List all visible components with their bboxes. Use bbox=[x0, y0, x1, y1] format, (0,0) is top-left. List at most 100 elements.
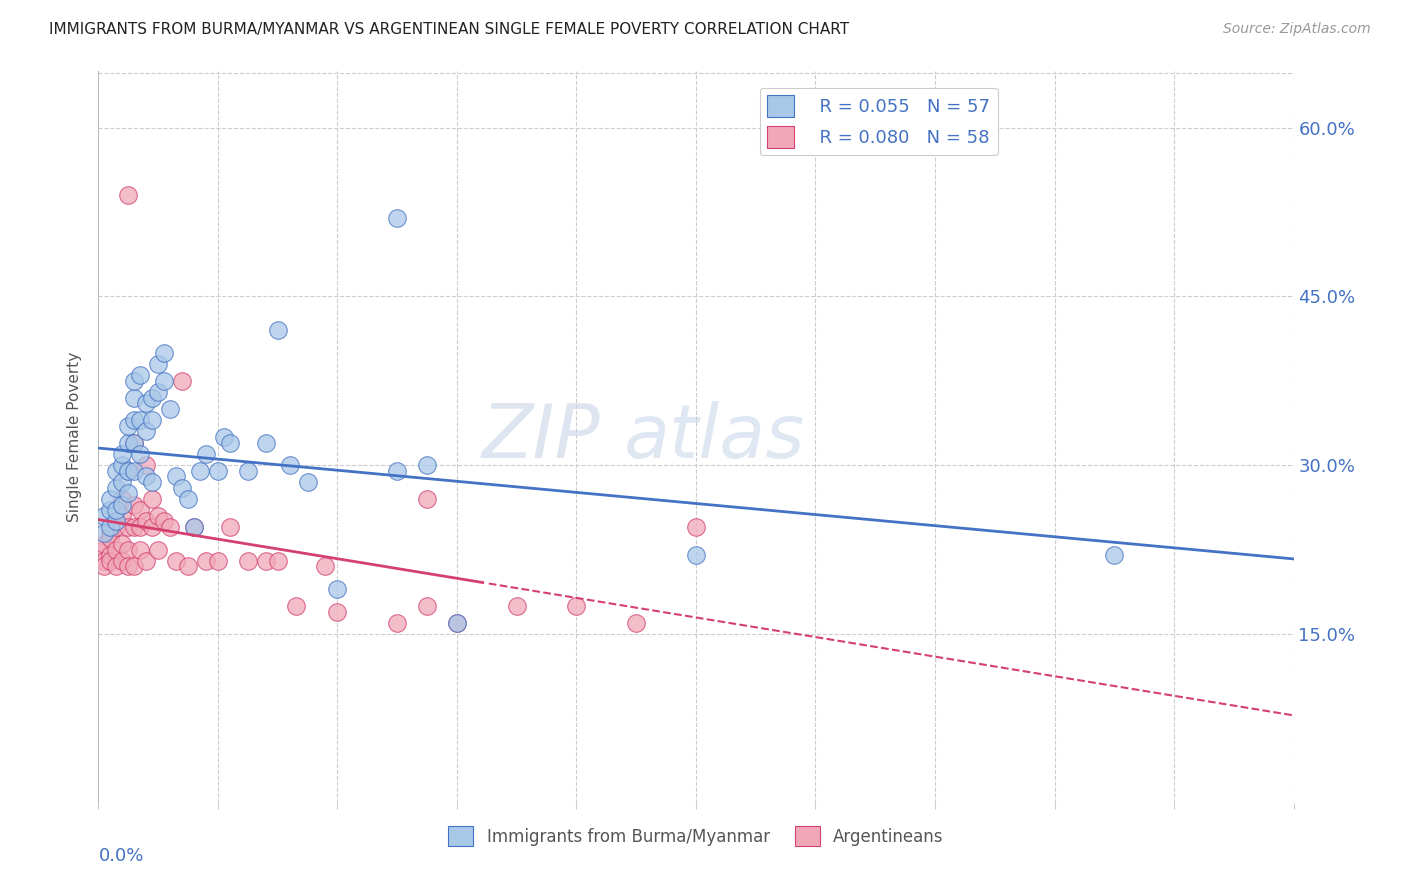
Point bbox=[117, 435, 139, 450]
Point bbox=[159, 520, 181, 534]
Point bbox=[105, 464, 128, 478]
Point bbox=[117, 464, 139, 478]
Point bbox=[124, 498, 146, 512]
Point bbox=[416, 491, 439, 506]
Point bbox=[98, 491, 122, 506]
Point bbox=[385, 615, 409, 630]
Point bbox=[385, 464, 409, 478]
Point bbox=[685, 520, 707, 534]
Point bbox=[148, 542, 170, 557]
Text: ZIP: ZIP bbox=[482, 401, 600, 473]
Point bbox=[267, 554, 290, 568]
Point bbox=[183, 520, 205, 534]
Point bbox=[111, 508, 134, 523]
Point bbox=[135, 396, 157, 410]
Point bbox=[416, 458, 439, 473]
Point bbox=[124, 391, 146, 405]
Point bbox=[124, 559, 146, 574]
Point bbox=[98, 554, 122, 568]
Point bbox=[267, 323, 290, 337]
Point bbox=[98, 520, 122, 534]
Point bbox=[124, 520, 146, 534]
Text: atlas: atlas bbox=[624, 401, 806, 473]
Point bbox=[135, 515, 157, 529]
Point bbox=[117, 542, 139, 557]
Point bbox=[385, 211, 409, 225]
Point bbox=[124, 413, 146, 427]
Point bbox=[129, 368, 152, 383]
Point bbox=[111, 537, 134, 551]
Point bbox=[326, 605, 349, 619]
Text: Source: ZipAtlas.com: Source: ZipAtlas.com bbox=[1223, 22, 1371, 37]
Point bbox=[153, 515, 176, 529]
Point bbox=[93, 554, 115, 568]
Point bbox=[141, 475, 163, 489]
Point bbox=[135, 554, 157, 568]
Point bbox=[626, 615, 648, 630]
Point bbox=[111, 475, 134, 489]
Point bbox=[148, 508, 170, 523]
Point bbox=[111, 491, 134, 506]
Point bbox=[105, 542, 128, 557]
Point bbox=[129, 447, 152, 461]
Point bbox=[254, 554, 277, 568]
Point bbox=[195, 447, 218, 461]
Point bbox=[105, 503, 128, 517]
Point bbox=[93, 508, 115, 523]
Point bbox=[1104, 548, 1126, 562]
Point bbox=[93, 559, 115, 574]
Point bbox=[105, 559, 128, 574]
Point bbox=[93, 537, 115, 551]
Point bbox=[105, 481, 128, 495]
Point bbox=[129, 542, 152, 557]
Point bbox=[111, 447, 134, 461]
Point bbox=[98, 532, 122, 546]
Y-axis label: Single Female Poverty: Single Female Poverty bbox=[67, 352, 83, 522]
Point bbox=[111, 458, 134, 473]
Legend: Immigrants from Burma/Myanmar, Argentineans: Immigrants from Burma/Myanmar, Argentine… bbox=[441, 820, 950, 853]
Point bbox=[93, 542, 115, 557]
Point bbox=[165, 554, 187, 568]
Point bbox=[188, 464, 211, 478]
Point bbox=[117, 486, 139, 500]
Point bbox=[315, 559, 337, 574]
Point bbox=[141, 413, 163, 427]
Point bbox=[93, 525, 115, 540]
Point bbox=[105, 515, 128, 529]
Point bbox=[565, 599, 588, 613]
Point bbox=[124, 464, 146, 478]
Point bbox=[153, 374, 176, 388]
Point bbox=[129, 520, 152, 534]
Point bbox=[148, 357, 170, 371]
Point bbox=[141, 391, 163, 405]
Point bbox=[98, 525, 122, 540]
Point bbox=[124, 374, 146, 388]
Point bbox=[105, 515, 128, 529]
Point bbox=[416, 599, 439, 613]
Point bbox=[111, 554, 134, 568]
Point bbox=[148, 385, 170, 400]
Point bbox=[98, 503, 122, 517]
Point bbox=[135, 458, 157, 473]
Point bbox=[124, 435, 146, 450]
Point bbox=[135, 469, 157, 483]
Point bbox=[135, 425, 157, 439]
Text: 0.0%: 0.0% bbox=[98, 847, 143, 864]
Point bbox=[212, 430, 235, 444]
Point bbox=[177, 559, 200, 574]
Point bbox=[129, 413, 152, 427]
Point bbox=[117, 559, 139, 574]
Point bbox=[278, 458, 301, 473]
Point bbox=[117, 464, 139, 478]
Point bbox=[177, 491, 200, 506]
Point bbox=[141, 491, 163, 506]
Point bbox=[219, 520, 242, 534]
Point bbox=[159, 401, 181, 416]
Point bbox=[284, 599, 307, 613]
Point bbox=[195, 554, 218, 568]
Point bbox=[117, 188, 139, 202]
Point bbox=[165, 469, 187, 483]
Point bbox=[153, 345, 176, 359]
Point bbox=[111, 498, 134, 512]
Point bbox=[236, 554, 259, 568]
